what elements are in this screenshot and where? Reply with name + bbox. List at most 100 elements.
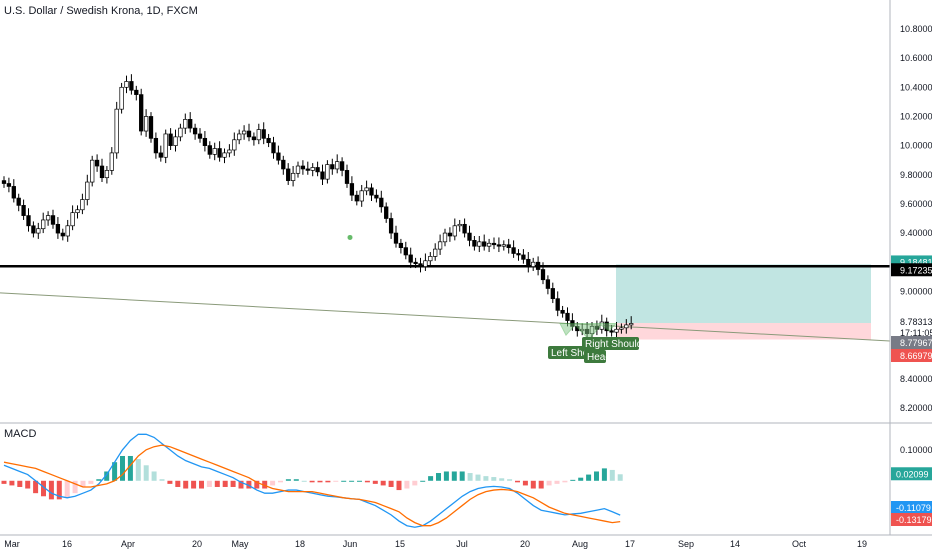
- time-tick-label: Oct: [792, 539, 807, 549]
- candle-body: [120, 87, 124, 109]
- candle-body: [522, 255, 526, 259]
- macd-histogram-bar: [562, 481, 567, 483]
- candle-body: [531, 262, 535, 266]
- candle-body: [380, 198, 384, 207]
- macd-histogram-bar: [160, 479, 165, 481]
- macd-histogram-bar: [215, 481, 220, 487]
- candle-body: [46, 216, 50, 220]
- macd-histogram-bar: [231, 481, 236, 487]
- target-zone[interactable]: [616, 264, 871, 323]
- candle-body: [468, 233, 472, 240]
- candle-body: [51, 216, 55, 225]
- time-tick-label: 20: [520, 539, 530, 549]
- candle-body: [81, 200, 85, 210]
- candle-body: [17, 198, 21, 205]
- candle-body: [193, 128, 197, 134]
- candle-body: [370, 188, 374, 195]
- head-label: Head: [587, 352, 611, 363]
- price-tick-label: 9.80000: [900, 170, 932, 180]
- candle-body: [512, 248, 516, 254]
- candle-body: [252, 137, 256, 140]
- candle-body: [536, 262, 540, 269]
- candle-body: [326, 165, 330, 180]
- macd-histogram-bar: [341, 481, 346, 482]
- macd-value-label: 0.02099: [896, 469, 929, 479]
- candle-body: [478, 242, 482, 246]
- candle-body: [282, 160, 286, 169]
- candle-body: [429, 256, 433, 260]
- candle-body: [159, 153, 163, 157]
- candle-body: [340, 162, 344, 171]
- price-tick-label: 9.60000: [900, 199, 932, 209]
- macd-histogram-bar: [389, 481, 394, 487]
- macd-histogram-bar: [183, 481, 188, 489]
- candle-body: [66, 226, 70, 236]
- candle-body: [237, 134, 241, 140]
- candle-body: [541, 270, 545, 280]
- macd-value-label: -0.11079: [896, 503, 931, 513]
- candle-body: [316, 167, 320, 171]
- candle-body: [242, 131, 246, 134]
- macd-value-label: -0.13179: [896, 515, 932, 525]
- macd-histogram-bar: [397, 481, 402, 490]
- candle-body: [37, 229, 41, 233]
- candle-body: [56, 224, 60, 233]
- macd-histogram-bar: [436, 473, 441, 481]
- price-tick-label: 10.00000: [900, 141, 932, 151]
- candle-body: [409, 255, 413, 262]
- entry-price-label: 8.78313: [900, 317, 932, 327]
- price-tick-label: 10.60000: [900, 53, 932, 63]
- price-tick-label: 10.40000: [900, 82, 932, 92]
- macd-histogram-bar: [428, 476, 433, 481]
- macd-histogram-bar: [49, 481, 54, 500]
- candle-body: [100, 166, 104, 178]
- macd-histogram-bar: [294, 479, 299, 481]
- candle-body: [625, 325, 629, 328]
- time-tick-label: 18: [295, 539, 305, 549]
- candle-body: [169, 134, 173, 146]
- macd-histogram-bar: [420, 481, 425, 482]
- macd-histogram-bar: [602, 468, 607, 480]
- candle-body: [389, 219, 393, 234]
- macd-histogram-bar: [349, 481, 354, 482]
- macd-histogram-bar: [199, 481, 204, 489]
- macd-histogram-bar: [128, 456, 133, 481]
- time-tick-label: Mar: [4, 539, 20, 549]
- time-tick-label: May: [231, 539, 249, 549]
- macd-histogram-bar: [325, 481, 330, 483]
- macd-histogram-bar: [531, 481, 536, 489]
- candle-body: [22, 205, 26, 215]
- macd-histogram-bar: [610, 470, 615, 481]
- candle-body: [355, 195, 359, 201]
- macd-histogram-bar: [310, 481, 315, 483]
- candle-body: [497, 245, 501, 246]
- candle-body: [90, 160, 94, 182]
- candle-body: [492, 243, 496, 244]
- candle-body: [433, 249, 437, 256]
- macd-histogram-bar: [483, 476, 488, 481]
- candle-body: [345, 170, 349, 183]
- candle-body: [448, 233, 452, 236]
- macd-histogram-bar: [515, 481, 520, 483]
- candle-body: [213, 149, 217, 155]
- price-pane: 10.8000010.6000010.4000010.2000010.00000…: [0, 24, 932, 413]
- time-tick-label: Aug: [572, 539, 588, 549]
- stop-zone[interactable]: [616, 323, 871, 340]
- candle-body: [517, 253, 521, 254]
- macd-histogram-bar: [286, 479, 291, 481]
- candle-body: [424, 261, 428, 267]
- macd-histogram-bar: [404, 481, 409, 489]
- candle-body: [7, 184, 11, 187]
- candle-body: [76, 210, 80, 213]
- macd-histogram-bar: [618, 474, 623, 481]
- candle-body: [257, 130, 261, 140]
- candle-body: [463, 224, 467, 233]
- candle-body: [32, 226, 36, 233]
- candle-body: [453, 226, 457, 236]
- macd-histogram-bar: [9, 481, 14, 486]
- time-tick-label: 14: [730, 539, 740, 549]
- macd-histogram-bar: [412, 481, 417, 486]
